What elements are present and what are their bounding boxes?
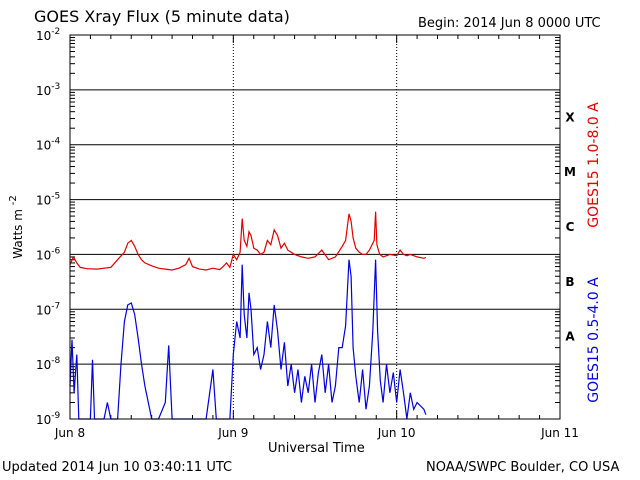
- grid-layer: [69, 35, 561, 419]
- y-tick-label: 10-9: [36, 411, 61, 427]
- legend-long: GOES15 1.0-8.0 A: [586, 102, 602, 228]
- flare-class-label: X: [565, 110, 575, 124]
- x-axis-label: Universal Time: [268, 441, 365, 456]
- y-tick-label: 10-7: [36, 301, 60, 317]
- flare-class-label: B: [565, 275, 574, 289]
- series-layer: [69, 211, 427, 420]
- x-tick-label: Jun 9: [217, 426, 248, 440]
- y-tick-label: 10-4: [36, 137, 61, 153]
- y-tick-label: 10-6: [36, 246, 61, 262]
- series-line-long: [69, 211, 427, 271]
- x-tick-label: Jun 8: [54, 426, 85, 440]
- chart-title: GOES Xray Flux (5 minute data): [34, 7, 290, 26]
- x-tick-label: Jun 10: [377, 426, 416, 440]
- credit-label: NOAA/SWPC Boulder, CO USA: [426, 460, 620, 475]
- legend-short: GOES15 0.5-4.0 A: [586, 277, 602, 403]
- y-tick-label: 10-5: [36, 192, 60, 208]
- y-tick-label: 10-3: [36, 82, 60, 98]
- flare-class-label: M: [564, 165, 576, 179]
- y-tick-label: 10-8: [36, 356, 61, 372]
- series-line-short: [69, 259, 427, 420]
- y-axis-label: Watts m -2: [8, 195, 25, 258]
- updated-timestamp: Updated 2014 Jun 10 03:40:11 UTC: [2, 460, 233, 475]
- plot-frame: [69, 34, 561, 420]
- flare-class-label: A: [565, 330, 575, 344]
- x-tick-label: Jun 11: [540, 426, 579, 440]
- begin-time-label: Begin: 2014 Jun 8 0000 UTC: [418, 16, 601, 31]
- flare-class-label: C: [566, 220, 575, 234]
- y-tick-label: 10-2: [36, 27, 60, 43]
